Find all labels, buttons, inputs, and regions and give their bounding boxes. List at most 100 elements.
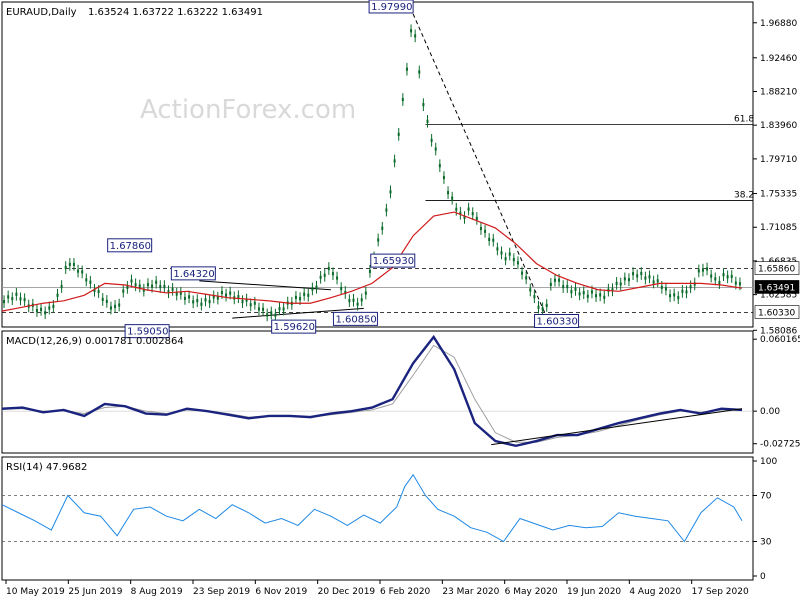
price-annotation-label: 1.65930 [373, 256, 414, 267]
price-candle-body [15, 292, 18, 296]
price-candle-body [484, 229, 487, 233]
price-candle-body [204, 298, 207, 302]
price-candle-body [126, 285, 129, 289]
price-candle-body [418, 70, 421, 74]
price-candle-body [611, 288, 614, 292]
price-candle-body [323, 273, 326, 277]
price-annotation-label: 1.60850 [335, 314, 376, 325]
price-candle-body [159, 284, 162, 289]
price-tick-label: 1.96880 [760, 19, 797, 29]
price-candle-body [183, 296, 186, 301]
price-candle-body [455, 207, 458, 211]
price-candle-body [632, 272, 635, 276]
price-tick-label: 1.88210 [760, 87, 797, 97]
price-annotation-label: 1.59050 [127, 327, 168, 338]
symbol-title: EURAUD,Daily [6, 7, 77, 18]
price-candle-body [315, 285, 318, 289]
price-candle-body [377, 238, 380, 242]
price-candle-body [722, 273, 725, 277]
price-candle-body [19, 297, 22, 301]
rsi-plot [1, 473, 743, 543]
price-candle-body [677, 296, 680, 300]
price-candle-body [52, 304, 55, 308]
price-candle-body [508, 252, 511, 256]
price-candle-body [134, 283, 137, 287]
price-candle-body [307, 293, 310, 297]
moving-average-line [1, 211, 743, 312]
price-candle-body [44, 311, 47, 315]
macd-title: MACD(12,26,9) 0.001781 0.002864 [6, 336, 184, 347]
triangle-upper-line [199, 280, 331, 291]
price-candle-body [636, 274, 639, 278]
macd-panel-border [1, 330, 754, 454]
price-candle-body [553, 278, 556, 282]
price-candle-body [72, 262, 75, 266]
price-candle-body [109, 306, 112, 310]
price-candle-body [500, 251, 503, 255]
rsi-title: RSI(14) 47.9682 [6, 462, 87, 473]
price-candle-body [545, 303, 548, 307]
price-candle-body [467, 207, 470, 211]
price-candle-body [685, 290, 688, 294]
price-candle-body [274, 313, 277, 317]
price-candle-body [179, 291, 182, 295]
price-candle-body [537, 305, 540, 309]
price-candle-body [97, 289, 100, 294]
price-tick-label: 1.83960 [760, 121, 797, 131]
price-candle-body [262, 307, 265, 311]
price-candle-body [447, 191, 450, 195]
price-annotation-label: 1.60330 [537, 316, 578, 327]
price-candle-body [23, 298, 26, 302]
price-annotation-box [170, 266, 216, 281]
price-candle-body [11, 297, 14, 301]
fibonacci-label: 38.2 [734, 191, 754, 201]
price-candle-body [714, 277, 717, 281]
price-annotation-box [107, 238, 153, 253]
price-candle-body [656, 279, 659, 283]
price-candle-body [410, 29, 413, 33]
price-candle-body [167, 290, 170, 294]
price-candle-body [385, 208, 388, 212]
price-annotation-label: 1.97990 [371, 2, 412, 13]
rsi-line [1, 473, 743, 543]
fibonacci-label: 61.8 [734, 114, 754, 124]
price-tick-label: 1.92460 [760, 54, 797, 64]
price-candle-body [212, 295, 215, 299]
price-annotation-label: 1.67860 [110, 241, 151, 252]
macd-tick-label: 0.060165 [760, 335, 800, 345]
x-tick-label: 19 Jun 2020 [567, 587, 621, 597]
price-candle-body [599, 293, 602, 297]
price-candle-body [249, 303, 252, 307]
triangle-lower-line [232, 307, 364, 319]
price-candle-body [623, 277, 626, 281]
price-candle-body [77, 269, 80, 273]
macd-line [1, 334, 743, 448]
price-candle-body [726, 275, 729, 279]
price-candle-body [734, 281, 737, 285]
price-candle-body [389, 190, 392, 194]
price-candle-body [327, 266, 330, 271]
price-candle-body [241, 300, 244, 304]
price-candle-body [566, 284, 569, 289]
price-candle-body [603, 295, 606, 299]
price-candle-body [430, 138, 433, 142]
price-candle-body [81, 270, 84, 274]
price-candle-body [475, 216, 478, 220]
macd-axis: 0.060165 0.00 -0.02725 [753, 335, 800, 450]
price-candle-body [405, 67, 408, 71]
price-candle-body [40, 307, 43, 311]
rsi-tick-label: 100 [760, 457, 777, 467]
x-tick-label: 20 Dec 2019 [318, 587, 376, 597]
x-tick-label: 4 Aug 2020 [629, 587, 681, 597]
price-candle-body [7, 295, 10, 299]
price-candle-body [303, 292, 306, 296]
price-candle-body [245, 298, 248, 302]
price-candle-body [738, 282, 741, 286]
price-tag-label: 1.60330 [758, 308, 795, 318]
price-candle-body [336, 276, 339, 280]
price-candle-body [60, 284, 63, 289]
price-candle-body [118, 303, 121, 307]
price-candle-body [192, 300, 195, 304]
